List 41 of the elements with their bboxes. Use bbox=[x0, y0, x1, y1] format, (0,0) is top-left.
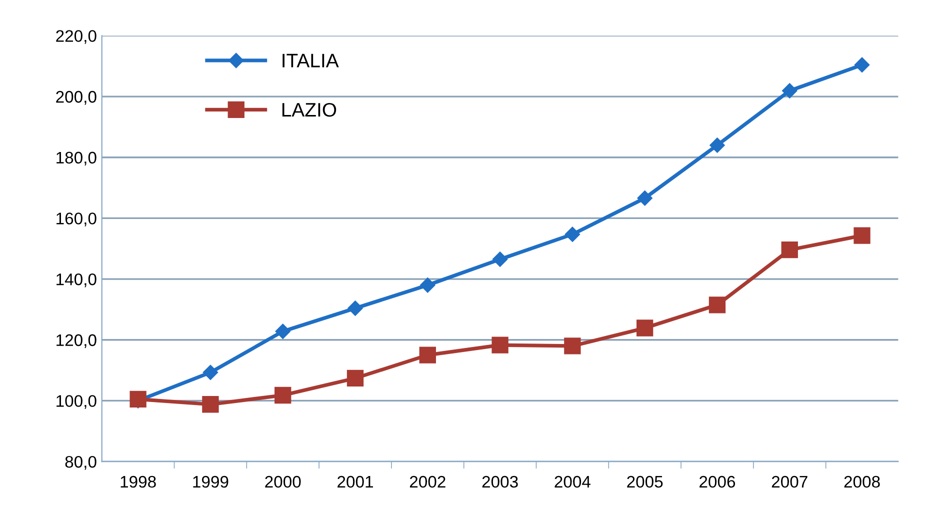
y-tick-label: 160,0 bbox=[56, 212, 96, 226]
x-tick-label: 1999 bbox=[193, 476, 228, 488]
point bbox=[275, 324, 290, 339]
x-tick-label: 2007 bbox=[772, 476, 808, 488]
x-tick-label: 2006 bbox=[700, 476, 736, 488]
point bbox=[854, 227, 870, 244]
point bbox=[202, 396, 219, 413]
y-tick-label: 100,0 bbox=[56, 395, 96, 409]
y-tick-label: 180,0 bbox=[56, 152, 96, 166]
y-tick-label: 120,0 bbox=[56, 334, 96, 348]
y-tick-label: 220,0 bbox=[56, 30, 96, 44]
y-tick-label: 200,0 bbox=[56, 90, 96, 105]
x-tick-label: 2008 bbox=[844, 476, 880, 488]
x-tick-label: 2004 bbox=[554, 476, 590, 488]
point bbox=[710, 138, 725, 153]
point bbox=[564, 226, 580, 242]
y-tick-label: 80,0 bbox=[65, 456, 96, 470]
point bbox=[636, 320, 654, 336]
x-tick-label: 1998 bbox=[120, 476, 156, 488]
x-tick-label: 2001 bbox=[338, 476, 373, 488]
point bbox=[274, 386, 292, 404]
x-tick-label: 2000 bbox=[265, 476, 301, 488]
point bbox=[637, 190, 652, 206]
point bbox=[346, 370, 364, 387]
point bbox=[564, 338, 581, 354]
y-tick-label: 140,0 bbox=[56, 273, 96, 288]
point bbox=[708, 296, 726, 314]
point bbox=[492, 252, 508, 267]
point bbox=[202, 364, 218, 380]
legend-label: LAZIO bbox=[282, 102, 336, 117]
point bbox=[348, 300, 363, 316]
point bbox=[420, 278, 436, 293]
x-tick-label: 2003 bbox=[482, 476, 518, 488]
legend-label: ITALIA bbox=[282, 54, 339, 68]
point bbox=[419, 346, 436, 364]
x-tick-label: 2002 bbox=[410, 476, 446, 488]
point bbox=[781, 242, 798, 258]
x-tick-label: 2005 bbox=[627, 476, 663, 488]
point bbox=[782, 83, 798, 98]
point bbox=[492, 336, 508, 354]
point bbox=[854, 57, 870, 72]
